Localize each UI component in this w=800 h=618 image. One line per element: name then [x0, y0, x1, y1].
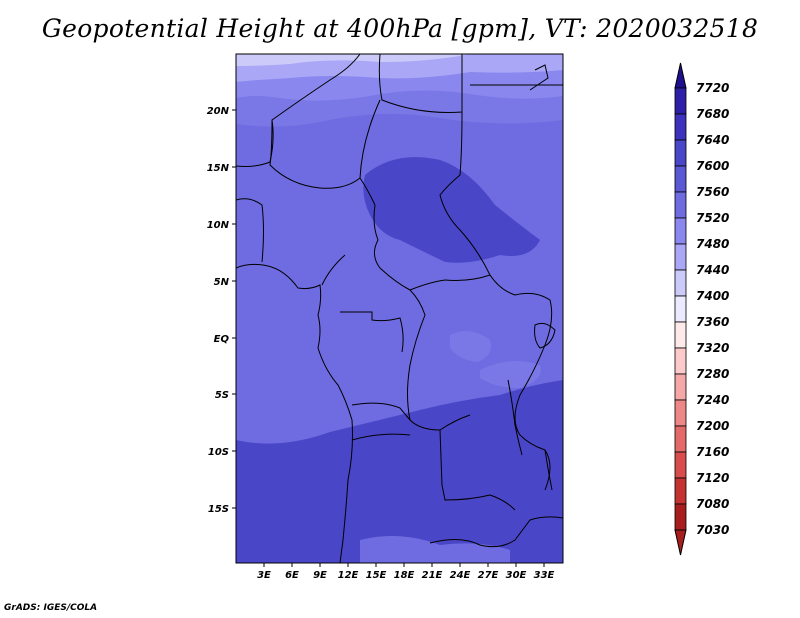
lat-tick-20n: 20N	[207, 106, 230, 117]
lon-tick-9e: 9E	[313, 570, 327, 581]
colorbar-segment	[674, 477, 687, 505]
lon-tick-33e: 33E	[534, 570, 555, 581]
colorbar-label: 7600	[696, 159, 729, 173]
coast-red-sea	[529, 64, 549, 91]
colorbar-segment	[674, 373, 687, 401]
colorbar-label: 7320	[696, 341, 729, 355]
colorbar-label: 7480	[696, 237, 729, 251]
colorbar-label: 7280	[696, 367, 729, 381]
map-frame	[235, 53, 564, 564]
lake-victoria	[534, 322, 556, 349]
lake-malawi	[544, 449, 553, 491]
colorbar-label: 7400	[696, 289, 729, 303]
colorbar-label: 7030	[696, 523, 729, 537]
border-southern	[429, 516, 563, 548]
border-libya	[378, 54, 463, 113]
field-7520-patch-2	[480, 361, 541, 388]
colorbar-segment	[674, 139, 687, 167]
colorbar-segment	[674, 399, 687, 427]
country-borders	[236, 54, 563, 563]
colorbar: 7720 7680 7640 7600 7560 7520 7480 7440 7400 7360…	[674, 62, 729, 556]
coastline-west	[236, 263, 353, 563]
colorbar-label: 7640	[696, 133, 729, 147]
colorbar-segment	[674, 269, 687, 297]
colorbar-segment	[674, 87, 687, 115]
colorbar-label: 7560	[696, 185, 729, 199]
colorbar-label: 7680	[696, 107, 729, 121]
colorbar-label: 7360	[696, 315, 729, 329]
lon-tick-6e: 6E	[285, 570, 299, 581]
border-angola-zambia	[351, 402, 516, 511]
colorbar-segment	[674, 503, 687, 531]
border-algeria-niger	[236, 54, 361, 167]
colorbar-top-arrow	[674, 62, 687, 89]
lat-tick-5n: 5N	[214, 277, 230, 288]
border-niger-chad	[359, 99, 381, 179]
colorbar-label: 7080	[696, 497, 729, 511]
lat-tick-15n: 15N	[207, 163, 230, 174]
border-benin	[236, 198, 264, 263]
axis-tick-marks	[232, 109, 545, 567]
field-7560-south-patch	[360, 536, 510, 563]
lon-tick-27e: 27E	[478, 570, 499, 581]
field-7600-south	[236, 380, 563, 563]
colorbar-segment	[674, 425, 687, 453]
colorbar-label: 7720	[696, 81, 729, 95]
field-7520-patch	[450, 331, 492, 362]
lon-tick-24e: 24E	[450, 570, 471, 581]
lon-tick-labels: 3E 6E 9E 12E 15E 18E 21E 24E 27E 30E 33E	[257, 570, 554, 581]
colorbar-segment	[674, 321, 687, 349]
field-7600	[363, 157, 540, 263]
lon-tick-21e: 21E	[422, 570, 443, 581]
lat-tick-10s: 10S	[208, 447, 229, 458]
colorbar-label: 7240	[696, 393, 729, 407]
border-drc-west	[407, 289, 471, 431]
colorbar-label: 7160	[696, 445, 729, 459]
colorbar-segment	[674, 243, 687, 271]
colorbar-segment	[674, 165, 687, 193]
colorbar-label: 7440	[696, 263, 729, 277]
field-7400	[236, 54, 470, 66]
border-east-africa	[489, 274, 553, 491]
border-gabon-congo	[321, 254, 404, 353]
colorbar-label: 7120	[696, 471, 729, 485]
colorbar-label: 7200	[696, 419, 729, 433]
lon-tick-30e: 30E	[506, 570, 527, 581]
lat-tick-15s: 15S	[208, 504, 229, 515]
chart-title: Geopotential Height at 400hPa [gpm], VT:…	[41, 14, 759, 43]
colorbar-bottom-arrow	[674, 529, 687, 556]
colorbar-segment	[674, 295, 687, 323]
colorbar-segment	[674, 113, 687, 141]
colorbar-segment	[674, 451, 687, 479]
lon-tick-3e: 3E	[257, 570, 271, 581]
lon-tick-18e: 18E	[394, 570, 415, 581]
border-niger-nigeria	[269, 119, 376, 206]
lat-tick-10n: 10N	[207, 220, 230, 231]
colorbar-segment	[674, 191, 687, 219]
colorbar-segment	[674, 347, 687, 375]
grads-credit: GrADS: IGES/COLA	[4, 603, 98, 613]
border-cameroon-car	[373, 204, 491, 291]
lat-tick-labels: 20N 15N 10N 5N EQ 5S 10S 15S	[207, 106, 230, 515]
lake-tanganyika	[507, 379, 523, 456]
height-field	[236, 54, 563, 563]
lon-tick-15e: 15E	[366, 570, 387, 581]
colorbar-segment	[674, 217, 687, 245]
lat-tick-5s: 5S	[215, 390, 229, 401]
colorbar-label: 7520	[696, 211, 729, 225]
border-chad-sudan	[439, 111, 491, 276]
lon-tick-12e: 12E	[338, 570, 359, 581]
lat-tick-eq: EQ	[214, 334, 230, 345]
